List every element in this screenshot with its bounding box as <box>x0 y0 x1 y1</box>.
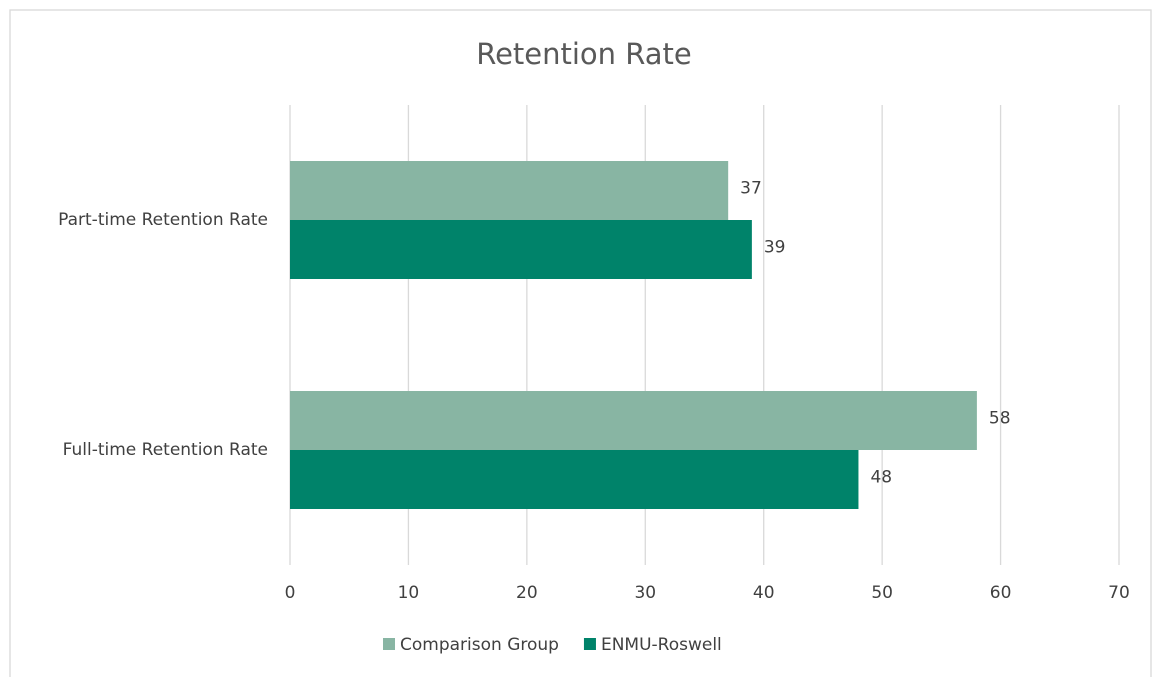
x-tick-label: 10 <box>398 583 420 603</box>
chart-title: Retention Rate <box>476 37 692 71</box>
bar <box>290 450 859 509</box>
chart-frame <box>9 9 1152 677</box>
y-tick-label: Part-time Retention Rate <box>58 210 268 230</box>
bar <box>290 161 729 220</box>
data-label: 37 <box>740 179 762 199</box>
x-tick-label: 0 <box>285 583 296 603</box>
x-tick-label: 50 <box>871 583 893 603</box>
x-tick-label: 70 <box>1108 583 1130 603</box>
x-tick-label: 40 <box>753 583 775 603</box>
data-label: 39 <box>764 238 786 258</box>
bar <box>290 220 752 279</box>
y-tick-label: Full-time Retention Rate <box>63 440 268 460</box>
data-label: 58 <box>989 409 1011 429</box>
x-tick-label: 20 <box>516 583 538 603</box>
legend-swatch <box>383 638 395 650</box>
legend-swatch <box>583 638 596 650</box>
legend-label: ENMU-Roswell <box>601 635 722 655</box>
bar <box>290 391 977 450</box>
x-tick-label: 60 <box>990 583 1012 603</box>
x-tick-label: 30 <box>634 583 656 603</box>
legend-label: Comparison Group <box>400 635 559 655</box>
data-label: 48 <box>870 468 892 488</box>
